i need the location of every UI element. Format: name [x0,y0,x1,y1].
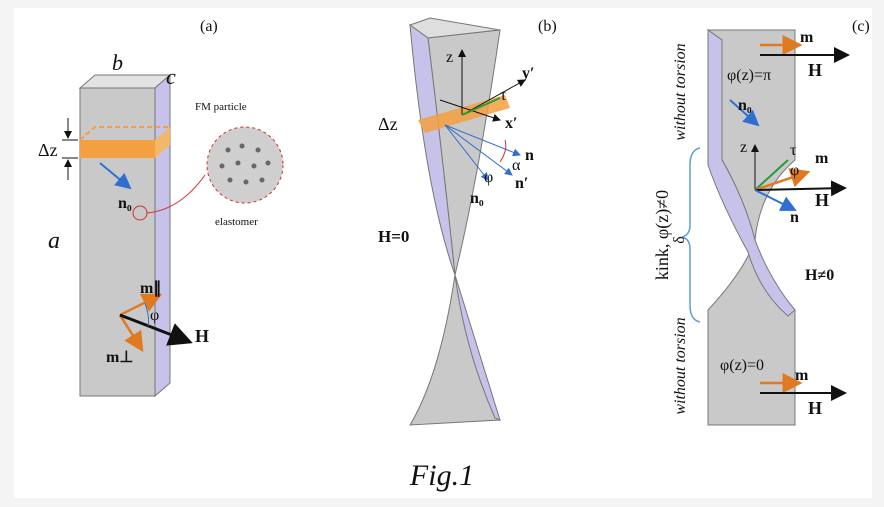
z-label: z [740,139,747,156]
kink-label: kink, φ(z)≠0 [652,190,673,280]
layer [80,140,155,158]
phi-label: φ [484,169,493,186]
n0-label: n₀ [118,195,132,212]
elastomer-label: elastomer [215,216,258,228]
dim-label: a [48,228,60,254]
H-label: H [808,398,822,418]
zoom-circle [207,127,283,203]
dz-label: Δz [38,140,58,160]
panel-label: (b) [538,18,557,35]
caption: Fig.1 [409,459,474,492]
m-perp-label: m⊥ [106,349,133,366]
m-label: m [800,29,814,46]
m-label: m [795,367,809,384]
n0-label: n₀ [470,190,484,207]
phi-0-label: φ(z)=0 [720,357,764,374]
nprime-label: n′ [515,175,528,192]
panel-label: (c) [852,18,870,35]
phi-pi-label: φ(z)=π [727,67,771,84]
x-label: x′ [505,115,518,132]
phi-label: φ [790,162,799,179]
torsion-note: without torsion [672,43,689,140]
bar-side [155,75,170,396]
z-label: z [446,49,453,66]
page: {"caption": "Fig.1", "panels": [ {"label… [0,0,884,507]
y-label: y′ [522,65,535,82]
figure: (a) a b c Δz FM particle n₀ elastomer m∥… [0,0,884,507]
H0-label: H=0 [378,227,409,246]
m-par-label: m∥ [140,280,161,297]
dim-label: b [112,50,123,75]
H-label: H [808,60,822,80]
dim-label: c [166,64,176,89]
delta-label: δ [671,236,688,244]
n0-label: n₀ [738,97,752,114]
panel-label: (a) [200,18,218,35]
tau-label: τ [790,142,797,159]
phi-label: φ [150,307,159,324]
H-label: H [195,326,209,346]
particle-label: FM particle [195,101,247,113]
n-label: n [790,209,799,226]
tau-label: τ [500,87,507,104]
torsion-note: without torsion [672,317,689,414]
H-label: H [815,190,829,210]
n-label: n [525,147,534,164]
alpha-label: α [512,157,521,174]
m-label: m [815,150,829,167]
H-ne0-label: H≠0 [805,267,834,284]
dz-label: Δz [378,114,398,134]
